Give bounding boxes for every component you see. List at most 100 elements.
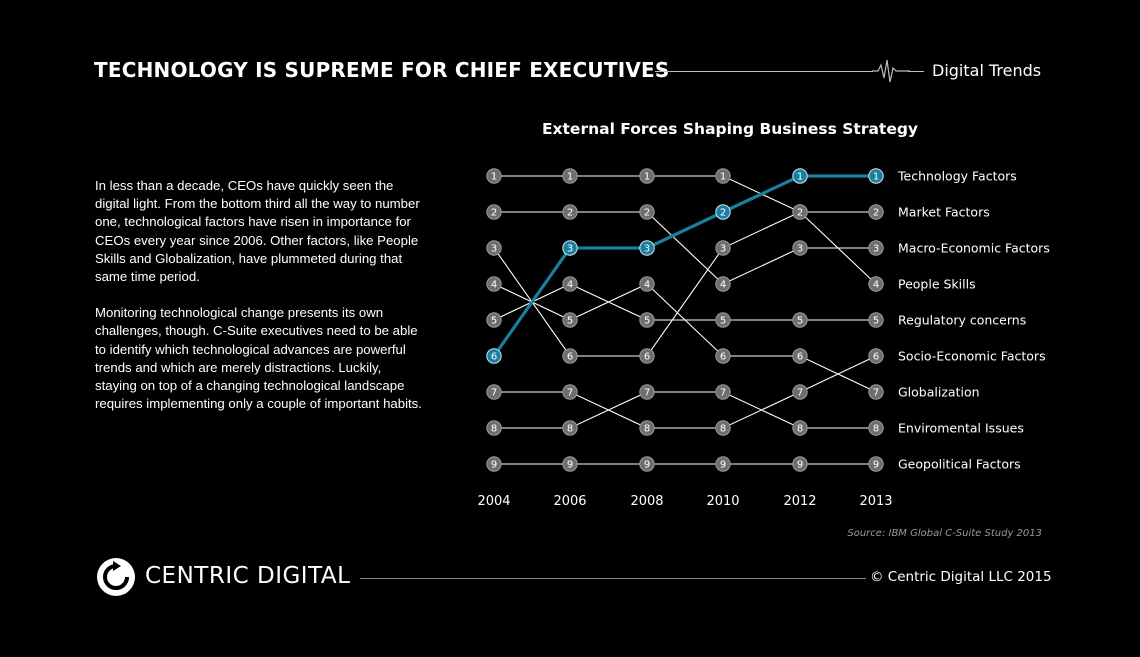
rank-node: 5	[715, 312, 731, 328]
rank-node-circle	[715, 204, 731, 220]
rank-node-circle	[639, 168, 655, 184]
x-tick-label: 2008	[630, 494, 663, 509]
rank-node-label: 7	[491, 388, 497, 399]
rank-node-label: 8	[797, 424, 803, 435]
rank-node-circle	[868, 276, 884, 292]
rank-node: 6	[639, 348, 655, 364]
rank-node-label: 8	[567, 424, 573, 435]
rank-node-label: 9	[873, 460, 879, 471]
rank-node: 9	[715, 456, 731, 472]
rank-node: 2	[486, 204, 502, 220]
series-line	[494, 211, 876, 285]
rank-node-label: 6	[491, 352, 497, 363]
rank-node: 1	[715, 168, 731, 184]
rank-node-circle	[562, 240, 578, 256]
rank-node-circle	[868, 168, 884, 184]
rank-node-circle	[715, 456, 731, 472]
rank-node-circle	[792, 168, 808, 184]
rank-node-circle	[486, 456, 502, 472]
rank-node-circle	[486, 240, 502, 256]
rank-node-circle	[639, 204, 655, 220]
rank-node-label: 8	[720, 424, 726, 435]
rank-node: 4	[486, 276, 502, 292]
rank-node-label: 4	[491, 280, 497, 291]
rank-node: 3	[562, 240, 578, 256]
rank-node: 1	[792, 168, 808, 184]
intro-text: In less than a decade, CEOs have quickly…	[95, 177, 425, 431]
rank-node-circle	[639, 276, 655, 292]
rank-node: 9	[639, 456, 655, 472]
rank-node-label: 7	[567, 388, 573, 399]
rank-node-circle	[792, 204, 808, 220]
rank-node-circle	[868, 240, 884, 256]
rank-node-label: 4	[720, 280, 726, 291]
rank-node-circle	[486, 312, 502, 328]
rank-node: 7	[715, 384, 731, 400]
header-divider	[655, 71, 873, 72]
rank-node-label: 3	[491, 244, 497, 255]
rank-node-circle	[792, 312, 808, 328]
rank-node: 5	[792, 312, 808, 328]
series-line	[494, 391, 876, 429]
rank-node-circle	[639, 420, 655, 436]
footer-divider	[360, 578, 866, 579]
rank-node: 4	[639, 276, 655, 292]
rank-node: 5	[868, 312, 884, 328]
rank-node: 3	[868, 240, 884, 256]
intro-paragraph: Monitoring technological change presents…	[95, 305, 422, 412]
x-tick-label: 2004	[477, 494, 510, 509]
series-line	[494, 355, 877, 429]
rank-node-circle	[715, 420, 731, 436]
brand-name: CENTRIC DIGITAL	[145, 563, 351, 589]
rank-node: 8	[562, 420, 578, 436]
rank-node: 7	[868, 384, 884, 400]
rank-node-circle	[715, 168, 731, 184]
rank-node-circle	[562, 384, 578, 400]
rank-node-label: 5	[720, 316, 726, 327]
rank-node-label: 4	[644, 280, 650, 291]
rank-node-label: 5	[873, 316, 879, 327]
rank-node-circle	[562, 456, 578, 472]
rank-chart: External Forces Shaping Business Strateg…	[477, 120, 1049, 509]
rank-node: 7	[486, 384, 502, 400]
rank-node: 4	[868, 276, 884, 292]
rank-node: 9	[792, 456, 808, 472]
rank-node-label: 2	[644, 208, 650, 219]
rank-node-label: 1	[644, 172, 650, 183]
rank-node-circle	[715, 312, 731, 328]
highlight-line	[492, 174, 876, 357]
rank-node-circle	[868, 420, 884, 436]
rank-node-label: 4	[567, 280, 573, 291]
x-tick-label: 2006	[553, 494, 586, 509]
rank-node-label: 9	[797, 460, 803, 471]
rank-node-circle	[792, 456, 808, 472]
rank-node-label: 3	[567, 244, 573, 255]
rank-node: 1	[486, 168, 502, 184]
rank-node-circle	[715, 276, 731, 292]
rank-node: 8	[792, 420, 808, 436]
rank-node-label: 8	[873, 424, 879, 435]
rank-node: 9	[562, 456, 578, 472]
rank-node-label: 8	[491, 424, 497, 435]
rank-node: 2	[715, 204, 731, 220]
rank-node-label: 2	[873, 208, 879, 219]
series-line	[493, 283, 876, 321]
rank-node-label: 3	[873, 244, 879, 255]
rank-node: 6	[562, 348, 578, 364]
rank-node-circle	[486, 204, 502, 220]
rank-node: 5	[562, 312, 578, 328]
rank-node-circle	[868, 204, 884, 220]
source-note: Source: IBM Global C-Suite Study 2013	[847, 528, 1042, 539]
intro-paragraph: In less than a decade, CEOs have quickly…	[95, 178, 420, 285]
rank-node-circle	[562, 204, 578, 220]
rank-node-circle	[639, 348, 655, 364]
rank-node-label: 8	[644, 424, 650, 435]
rank-node-circle	[792, 348, 808, 364]
rank-node-label: 6	[644, 352, 650, 363]
rank-node: 9	[486, 456, 502, 472]
page-title: TECHNOLOGY IS SUPREME FOR CHIEF EXECUTIV…	[94, 58, 670, 82]
rank-node-circle	[868, 456, 884, 472]
rank-node: 7	[639, 384, 655, 400]
rank-node-label: 5	[491, 316, 497, 327]
rank-node: 7	[562, 384, 578, 400]
